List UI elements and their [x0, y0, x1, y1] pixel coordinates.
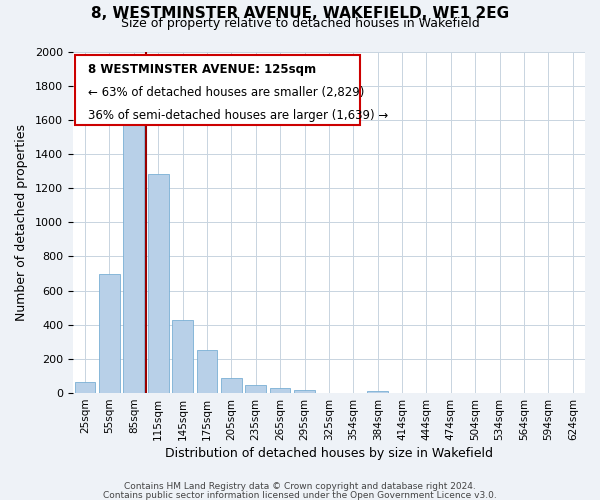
Bar: [99, 274, 120, 393]
Text: 8 WESTMINSTER AVENUE: 125sqm: 8 WESTMINSTER AVENUE: 125sqm: [88, 64, 316, 76]
Bar: [124, 116, 144, 393]
FancyBboxPatch shape: [76, 55, 359, 125]
Bar: [294, 390, 315, 393]
X-axis label: Distribution of detached houses by size in Wakefield: Distribution of detached houses by size …: [165, 447, 493, 460]
Text: Contains public sector information licensed under the Open Government Licence v3: Contains public sector information licen…: [103, 490, 497, 500]
Text: Contains HM Land Registry data © Crown copyright and database right 2024.: Contains HM Land Registry data © Crown c…: [124, 482, 476, 491]
Bar: [221, 378, 242, 393]
Text: 36% of semi-detached houses are larger (1,639) →: 36% of semi-detached houses are larger (…: [88, 109, 388, 122]
Bar: [172, 320, 193, 393]
Bar: [367, 390, 388, 393]
Text: 8, WESTMINSTER AVENUE, WAKEFIELD, WF1 2EG: 8, WESTMINSTER AVENUE, WAKEFIELD, WF1 2E…: [91, 6, 509, 20]
Bar: [245, 384, 266, 393]
Bar: [270, 388, 290, 393]
Bar: [148, 174, 169, 393]
Text: ← 63% of detached houses are smaller (2,829): ← 63% of detached houses are smaller (2,…: [88, 86, 365, 100]
Bar: [74, 382, 95, 393]
Y-axis label: Number of detached properties: Number of detached properties: [15, 124, 28, 321]
Bar: [197, 350, 217, 393]
Text: Size of property relative to detached houses in Wakefield: Size of property relative to detached ho…: [121, 18, 479, 30]
